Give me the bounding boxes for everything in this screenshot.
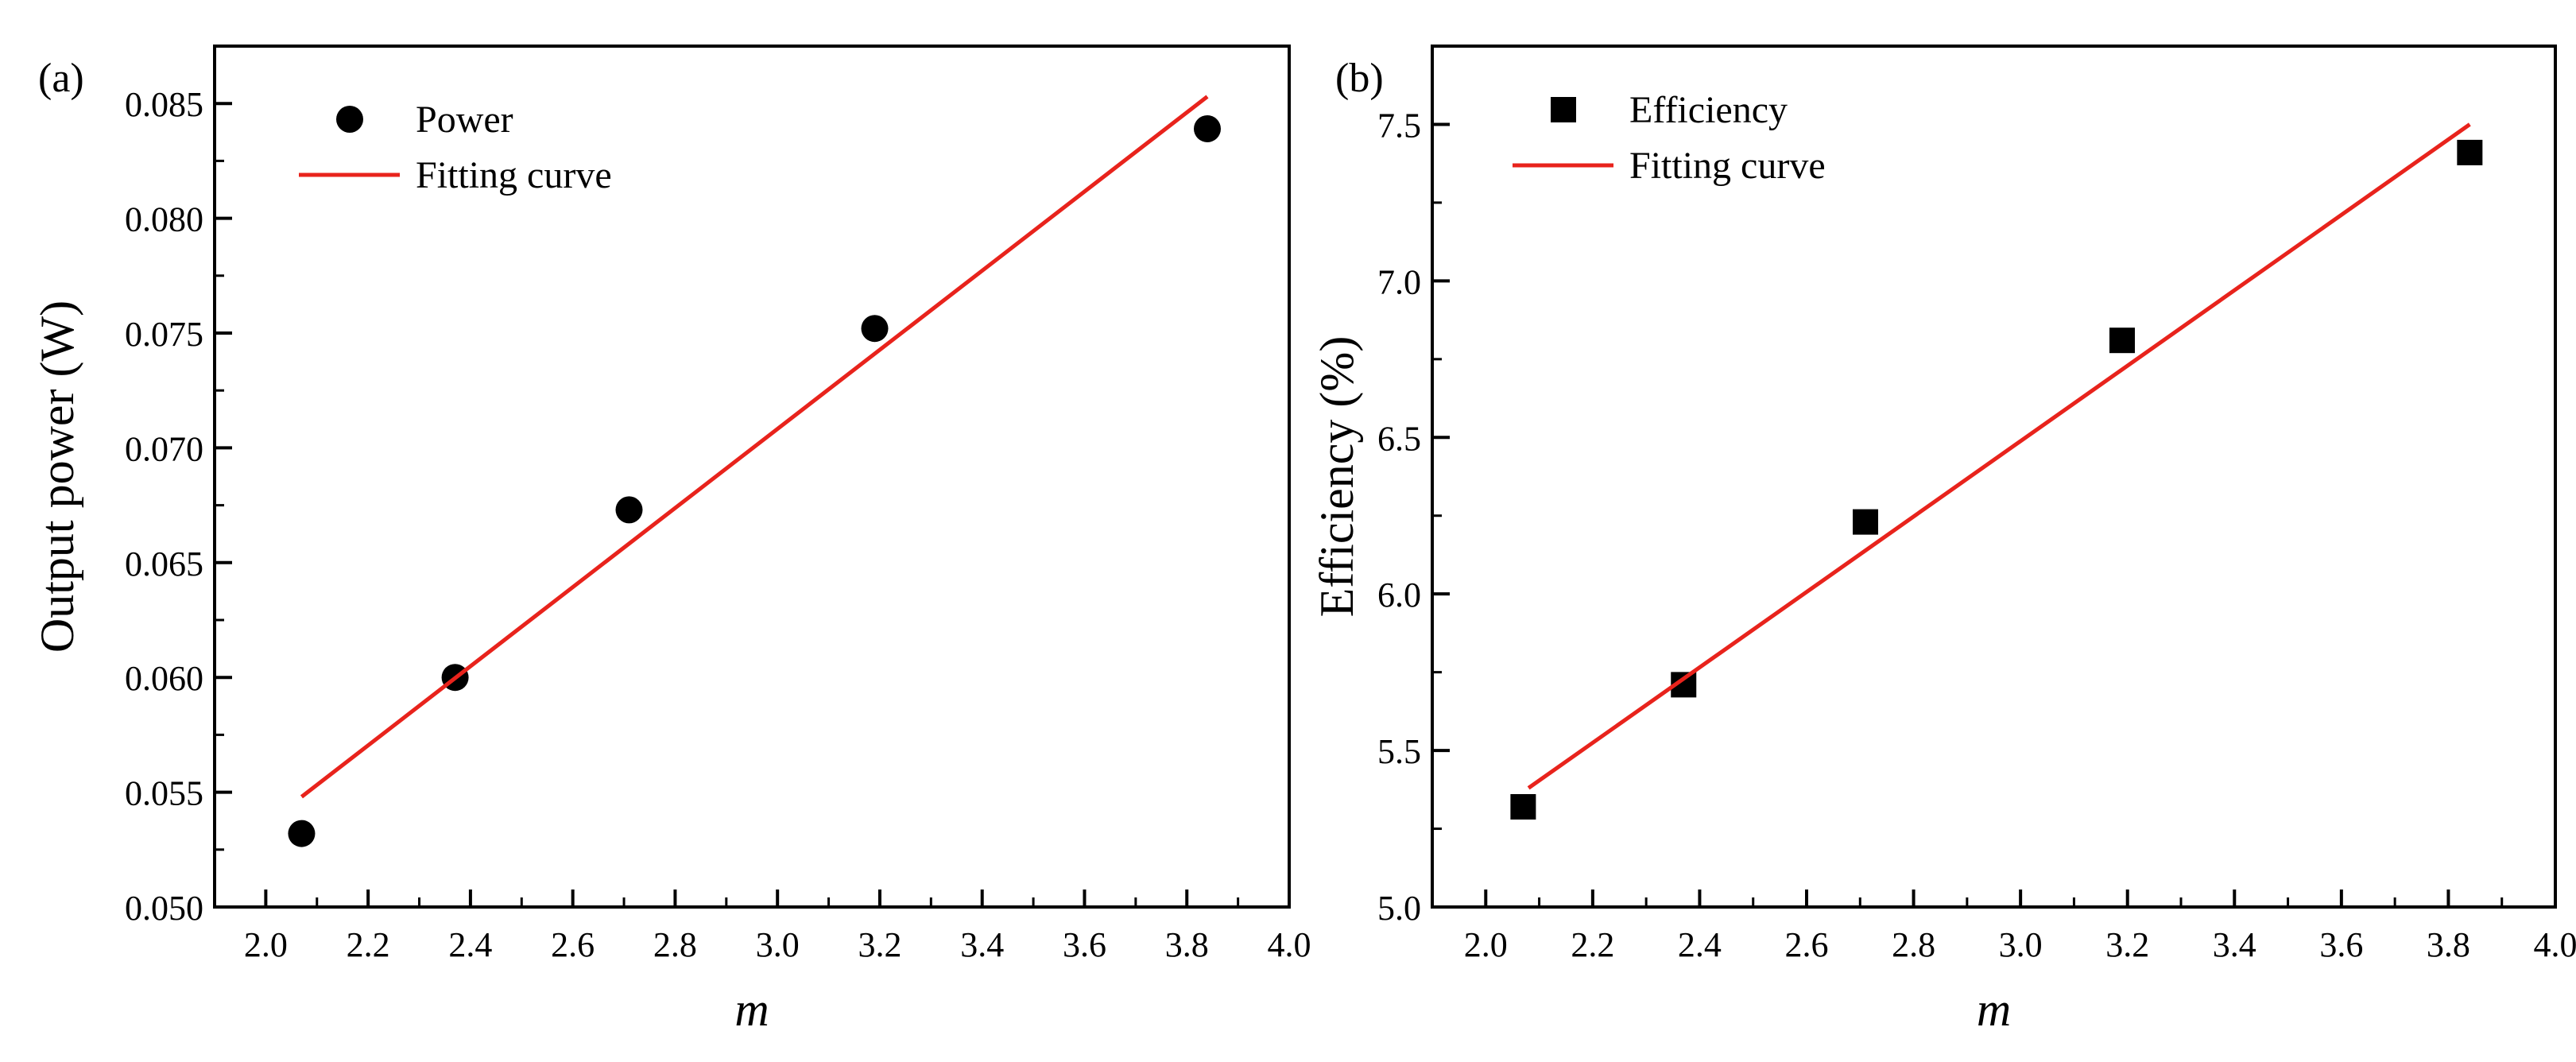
y-tick-label: 0.065 <box>125 545 203 583</box>
x-tick-label: 3.6 <box>2319 925 2363 964</box>
x-axis-title: m <box>1977 983 2011 1036</box>
x-tick-label: 3.6 <box>1063 925 1106 964</box>
x-tick-label: 3.0 <box>756 925 800 964</box>
plot-frame <box>1431 45 2557 909</box>
x-tick-label: 2.4 <box>448 925 492 964</box>
x-tick-label: 3.4 <box>2213 925 2256 964</box>
legend-marker-swatch <box>1551 97 1576 122</box>
x-tick-label: 3.8 <box>1165 925 1209 964</box>
x-tick-label: 3.4 <box>960 925 1004 964</box>
legend-label: Efficiency <box>1629 89 1788 131</box>
data-point <box>1193 114 1221 142</box>
y-tick-label: 7.5 <box>1377 106 1421 145</box>
y-tick-label: 7.0 <box>1377 262 1421 301</box>
y-tick-label: 0.085 <box>125 85 203 124</box>
y-tick-label: 6.0 <box>1377 576 1421 614</box>
legend: Efficiency Fitting curve <box>1513 89 1826 187</box>
data-point <box>1853 509 1879 535</box>
y-tick-label: 0.060 <box>125 659 203 698</box>
x-tick-label: 2.6 <box>551 925 595 964</box>
x-tick-label: 3.2 <box>858 925 901 964</box>
fitting-line <box>1527 122 2471 790</box>
legend-label: Fitting curve <box>1629 145 1826 187</box>
y-tick-label: 0.070 <box>125 429 203 468</box>
x-tick-label: 3.8 <box>2427 925 2470 964</box>
x-tick-label: 4.0 <box>2534 925 2576 964</box>
y-tick-label: 5.0 <box>1377 889 1421 928</box>
panel-label: (a) <box>38 56 84 101</box>
panel-b: 2.0 2.2 2.4 2.6 2.8 3.0 3.2 3.4 3.6 3.8 4.0 5.0 5.5 6… <box>1311 45 2576 1036</box>
x-tick-label: 2.0 <box>244 925 288 964</box>
legend-marker-swatch <box>336 106 363 133</box>
legend: Power Fitting curve <box>299 99 612 196</box>
legend-label: Power <box>416 99 513 141</box>
panel-label: (b) <box>1335 56 1384 101</box>
fitting-line <box>300 95 1209 799</box>
x-tick-label: 2.2 <box>347 925 390 964</box>
x-tick-label: 3.0 <box>1999 925 2043 964</box>
x-tick-label: 2.8 <box>1892 925 1935 964</box>
y-tick-label: 5.5 <box>1377 732 1421 771</box>
y-axis-title: Efficiency (%) <box>1311 336 1363 618</box>
legend-label: Fitting curve <box>416 154 612 196</box>
y-axis-title: Output power (W) <box>31 300 83 653</box>
x-tick-label: 2.6 <box>1785 925 1829 964</box>
x-tick-label: 3.2 <box>2105 925 2149 964</box>
x-tick-label: 2.8 <box>653 925 697 964</box>
y-tick-label: 6.5 <box>1377 419 1421 458</box>
x-tick-label: 2.4 <box>1678 925 1722 964</box>
x-tick-label: 2.0 <box>1464 925 1508 964</box>
data-point <box>861 315 889 343</box>
y-tick-label: 0.080 <box>125 200 203 239</box>
panel-a: 2.0 2.2 2.4 2.6 2.8 3.0 3.2 3.4 3.6 3.8 4.0 0.050 0.… <box>31 45 1311 1036</box>
y-tick-label: 0.050 <box>125 889 203 928</box>
plot-frame <box>213 45 1291 909</box>
data-point <box>288 820 316 847</box>
x-axis-title: m <box>734 983 769 1036</box>
y-tick-label: 0.075 <box>125 315 203 354</box>
x-tick-label: 2.2 <box>1571 925 1614 964</box>
data-point <box>2109 328 2135 354</box>
x-tick-label: 4.0 <box>1268 925 1311 964</box>
data-point <box>615 496 643 524</box>
data-point <box>1510 793 1536 820</box>
data-point <box>2457 139 2483 165</box>
y-tick-label: 0.055 <box>125 774 203 813</box>
